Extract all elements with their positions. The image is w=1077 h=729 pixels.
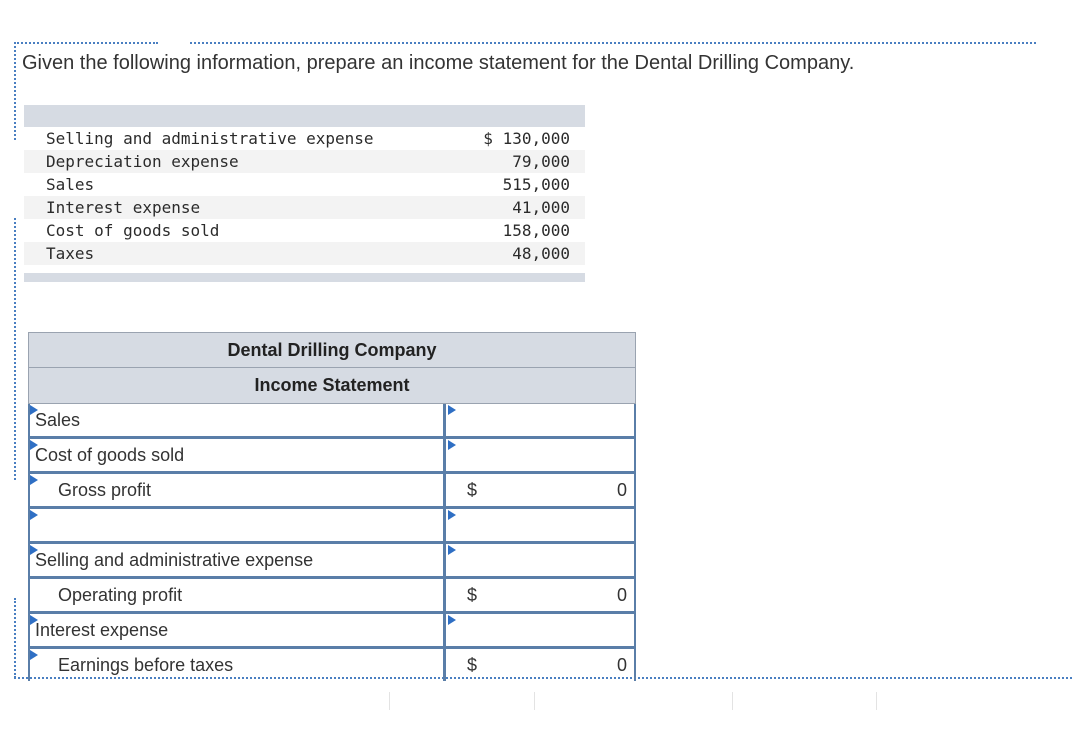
table-row: Taxes 48,000 bbox=[24, 242, 585, 265]
statement-title: Income Statement bbox=[28, 368, 636, 404]
currency-symbol: $ bbox=[467, 480, 478, 500]
subtotal-label-cell: Operating profit bbox=[28, 579, 446, 611]
table-row: Selling and administrative expense $ 130… bbox=[24, 127, 585, 150]
question-frame-left bbox=[14, 42, 16, 140]
item-label: Taxes bbox=[46, 244, 95, 263]
row-marker-icon bbox=[30, 650, 38, 660]
table-row: Sales 515,000 bbox=[24, 173, 585, 196]
given-data-table: Selling and administrative expense $ 130… bbox=[24, 105, 585, 282]
divider bbox=[732, 692, 733, 710]
item-value: 79,000 bbox=[512, 152, 570, 171]
subtotal-label: Earnings before taxes bbox=[58, 655, 234, 675]
amount-input[interactable] bbox=[447, 544, 636, 576]
account-label: Sales bbox=[35, 410, 81, 430]
item-value: 158,000 bbox=[502, 221, 570, 240]
question-frame-bottom bbox=[14, 677, 1072, 679]
account-select[interactable]: Sales bbox=[28, 404, 446, 436]
statement-row bbox=[28, 509, 636, 544]
account-label: Selling and administrative expense bbox=[35, 550, 314, 570]
table-row: Depreciation expense 79,000 bbox=[24, 150, 585, 173]
amount-input[interactable] bbox=[447, 614, 636, 646]
divider bbox=[389, 692, 390, 710]
statement-row: Sales bbox=[28, 404, 636, 439]
amount-input[interactable] bbox=[447, 509, 636, 541]
table-row: Interest expense 41,000 bbox=[24, 196, 585, 219]
subtotal-label: Gross profit bbox=[58, 480, 152, 500]
subtotal-value-cell: $ 0 bbox=[447, 579, 636, 611]
table-spacer bbox=[24, 265, 585, 273]
statement-row: Earnings before taxes $ 0 bbox=[28, 649, 636, 684]
dropdown-marker-icon bbox=[30, 615, 38, 625]
subtotal-value: 0 bbox=[616, 480, 627, 500]
input-marker-icon bbox=[448, 615, 456, 625]
subtotal-label: Operating profit bbox=[58, 585, 183, 605]
subtotal-label-cell: Earnings before taxes bbox=[28, 649, 446, 681]
question-prompt: Given the following information, prepare… bbox=[22, 52, 855, 74]
subtotal-value: 0 bbox=[616, 655, 627, 675]
input-marker-icon bbox=[448, 440, 456, 450]
input-marker-icon bbox=[448, 510, 456, 520]
account-label: Cost of goods sold bbox=[35, 445, 185, 465]
item-label: Sales bbox=[46, 175, 95, 194]
subtotal-label-cell: Gross profit bbox=[28, 474, 446, 506]
input-marker-icon bbox=[448, 545, 456, 555]
item-label: Depreciation expense bbox=[46, 152, 239, 171]
statement-row: Operating profit $ 0 bbox=[28, 579, 636, 614]
income-statement-worksheet: Dental Drilling Company Income Statement… bbox=[28, 332, 636, 684]
currency-symbol: $ bbox=[467, 655, 478, 675]
divider bbox=[534, 692, 535, 710]
account-select[interactable] bbox=[28, 509, 446, 541]
table-header-bar bbox=[24, 105, 585, 127]
row-marker-icon bbox=[30, 475, 38, 485]
statement-row: Gross profit $ 0 bbox=[28, 474, 636, 509]
subtotal-value-cell: $ 0 bbox=[447, 649, 636, 681]
input-marker-icon bbox=[448, 405, 456, 415]
dropdown-marker-icon bbox=[30, 510, 38, 520]
statement-row: Cost of goods sold bbox=[28, 439, 636, 474]
account-select[interactable]: Cost of goods sold bbox=[28, 439, 446, 471]
question-frame-top bbox=[190, 42, 1036, 44]
company-name: Dental Drilling Company bbox=[28, 332, 636, 368]
question-frame-top bbox=[14, 42, 158, 44]
dropdown-marker-icon bbox=[30, 545, 38, 555]
statement-row: Interest expense bbox=[28, 614, 636, 649]
divider bbox=[876, 692, 877, 710]
table-row: Cost of goods sold 158,000 bbox=[24, 219, 585, 242]
table-footer-bar bbox=[24, 273, 585, 282]
item-label: Selling and administrative expense bbox=[46, 129, 374, 148]
amount-input[interactable] bbox=[447, 404, 636, 436]
subtotal-value: 0 bbox=[616, 585, 627, 605]
item-label: Cost of goods sold bbox=[46, 221, 220, 240]
item-value: $ 130,000 bbox=[483, 129, 570, 148]
amount-input[interactable] bbox=[447, 439, 636, 471]
account-label: Interest expense bbox=[35, 620, 169, 640]
dropdown-marker-icon bbox=[30, 405, 38, 415]
item-label: Interest expense bbox=[46, 198, 201, 217]
question-frame-left bbox=[14, 598, 16, 678]
statement-row: Selling and administrative expense bbox=[28, 544, 636, 579]
subtotal-value-cell: $ 0 bbox=[447, 474, 636, 506]
item-value: 48,000 bbox=[512, 244, 570, 263]
account-select[interactable]: Interest expense bbox=[28, 614, 446, 646]
item-value: 515,000 bbox=[502, 175, 570, 194]
dropdown-marker-icon bbox=[30, 440, 38, 450]
item-value: 41,000 bbox=[512, 198, 570, 217]
currency-symbol: $ bbox=[467, 585, 478, 605]
question-frame-left bbox=[14, 218, 16, 480]
account-select[interactable]: Selling and administrative expense bbox=[28, 544, 446, 576]
